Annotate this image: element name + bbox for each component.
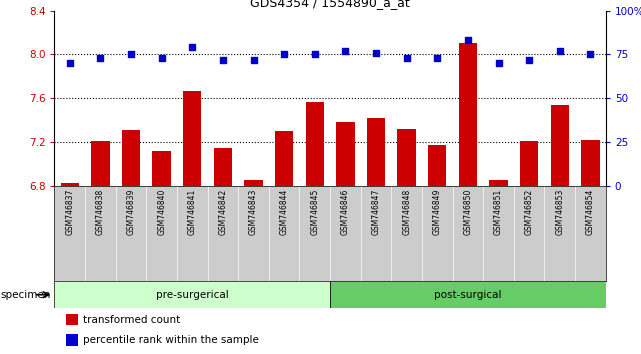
Title: GDS4354 / 1554890_a_at: GDS4354 / 1554890_a_at (250, 0, 410, 10)
Bar (183, 91, 201, 186)
Point (524, 57, 535, 63)
Bar (91, 141, 110, 186)
Bar (306, 102, 324, 186)
Point (310, 52, 320, 57)
Text: GSM746843: GSM746843 (249, 189, 258, 235)
Point (156, 55, 167, 61)
Bar (337, 122, 354, 186)
Bar (122, 130, 140, 186)
Point (554, 48, 565, 54)
Text: GSM746850: GSM746850 (463, 189, 472, 235)
Point (218, 57, 228, 63)
Point (432, 55, 442, 61)
Text: GSM746845: GSM746845 (310, 189, 319, 235)
Bar (65, 314, 78, 325)
Text: GSM746837: GSM746837 (65, 189, 74, 235)
Bar (61, 183, 79, 186)
Bar (520, 141, 538, 186)
Text: GSM746844: GSM746844 (279, 189, 288, 235)
Bar (244, 181, 263, 186)
Bar (397, 129, 416, 186)
Text: GSM746854: GSM746854 (586, 189, 595, 235)
Text: transformed count: transformed count (83, 315, 180, 325)
Text: GSM746849: GSM746849 (433, 189, 442, 235)
Text: GSM746838: GSM746838 (96, 189, 105, 235)
Text: pre-surgerical: pre-surgerical (156, 290, 229, 300)
Bar (275, 131, 294, 186)
Bar (551, 105, 569, 186)
Text: GSM746841: GSM746841 (188, 189, 197, 235)
Point (187, 45, 197, 50)
Text: specimen: specimen (1, 290, 51, 300)
Bar (489, 181, 508, 186)
Text: GSM746852: GSM746852 (525, 189, 534, 235)
Point (463, 38, 473, 43)
Point (340, 48, 351, 54)
Bar (213, 148, 232, 186)
Bar (54, 281, 330, 308)
Point (585, 52, 595, 57)
Bar (367, 118, 385, 186)
Bar (459, 44, 477, 186)
Point (401, 55, 412, 61)
Bar (65, 334, 78, 346)
Bar (581, 140, 599, 186)
Text: post-surgical: post-surgical (434, 290, 502, 300)
Text: GSM746846: GSM746846 (341, 189, 350, 235)
Text: GSM746847: GSM746847 (372, 189, 381, 235)
Bar (153, 151, 171, 186)
Point (126, 52, 136, 57)
Text: percentile rank within the sample: percentile rank within the sample (83, 335, 259, 345)
Text: GSM746842: GSM746842 (219, 189, 228, 235)
Text: GSM746848: GSM746848 (402, 189, 411, 235)
Bar (428, 145, 447, 186)
Point (279, 52, 289, 57)
Text: GSM746853: GSM746853 (555, 189, 564, 235)
Point (65, 60, 75, 66)
Text: GSM746851: GSM746851 (494, 189, 503, 235)
Point (249, 57, 259, 63)
Point (371, 50, 381, 56)
Point (494, 60, 504, 66)
Text: GSM746839: GSM746839 (126, 189, 135, 235)
Text: GSM746840: GSM746840 (157, 189, 166, 235)
Point (96, 55, 106, 61)
Bar (330, 281, 606, 308)
